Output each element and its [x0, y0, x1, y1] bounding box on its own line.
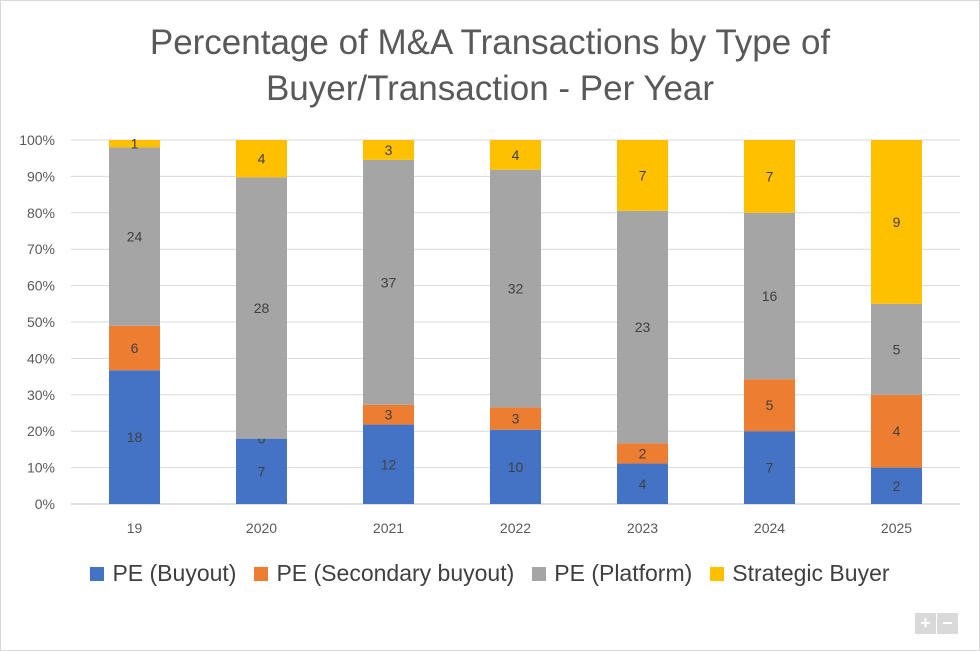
bar-segment: [744, 431, 795, 504]
bar-segment: [490, 407, 541, 430]
bar-segment: [490, 140, 541, 170]
bar-segment: [109, 140, 160, 148]
data-label: 4: [512, 147, 520, 163]
data-label: 10: [508, 459, 524, 475]
data-label: 28: [254, 300, 270, 316]
y-tick-label: 50%: [27, 314, 55, 330]
data-label: 2: [893, 478, 901, 494]
bar-segment: [236, 438, 287, 504]
chart-legend: PE (Buyout) PE (Secondary buyout) PE (Plat…: [0, 560, 980, 587]
bar-segment: [744, 212, 795, 380]
legend-label: PE (Platform): [554, 560, 693, 586]
bar-segment: [109, 147, 160, 326]
data-label: 23: [635, 319, 651, 335]
bar-segment: [109, 370, 160, 504]
data-label: 37: [381, 274, 397, 290]
bar-segment: [109, 325, 160, 371]
zoom-in-button[interactable]: +: [915, 613, 936, 634]
x-tick-label: 2020: [246, 520, 277, 536]
x-tick-label: 2025: [881, 520, 912, 536]
data-label: 5: [766, 397, 774, 413]
data-label: 16: [762, 288, 778, 304]
legend-label: Strategic Buyer: [732, 560, 890, 586]
bar-segment: [363, 159, 414, 405]
y-tick-label: 0%: [35, 496, 55, 512]
bar-segment: [363, 404, 414, 425]
chart-title-line-2: Buyer/Transaction - Per Year: [265, 69, 715, 108]
data-label: 7: [258, 463, 266, 479]
x-tick-label: 2024: [754, 520, 785, 536]
legend-item: Strategic Buyer: [710, 560, 890, 587]
bar-segment: [871, 140, 922, 304]
y-tick-label: 80%: [27, 205, 55, 221]
y-tick-label: 40%: [27, 350, 55, 366]
bar-segment: [363, 140, 414, 160]
data-label: 4: [639, 476, 647, 492]
data-label: 9: [893, 214, 901, 230]
bar-segment: [871, 303, 922, 395]
bar-segment: [236, 140, 287, 178]
data-label: 1: [131, 136, 139, 152]
legend-swatch: [90, 566, 105, 581]
legend-swatch: [254, 566, 269, 581]
bar-segment: [871, 394, 922, 468]
data-label: 32: [508, 281, 524, 297]
bar-segment: [871, 467, 922, 504]
bar-segment: [363, 424, 414, 504]
y-tick-label: 10%: [27, 460, 55, 476]
data-label: 7: [639, 167, 647, 183]
legend-label: PE (Secondary buyout): [276, 560, 515, 586]
data-label: 3: [512, 411, 520, 427]
y-tick-label: 20%: [27, 423, 55, 439]
legend-item: PE (Platform): [532, 560, 692, 587]
legend-item: PE (Secondary buyout): [254, 560, 514, 587]
legend-label: PE (Buyout): [112, 560, 237, 586]
x-tick-label: 2023: [627, 520, 658, 536]
bar-segment: [617, 463, 668, 504]
legend-swatch: [710, 566, 725, 581]
data-label: 6: [131, 340, 139, 356]
data-label: 2: [639, 445, 647, 461]
bar-segment: [617, 443, 668, 464]
y-tick-label: 70%: [27, 241, 55, 257]
data-label: 4: [893, 423, 901, 439]
bar-segment: [236, 177, 287, 439]
x-tick-label: 2021: [373, 520, 404, 536]
bar-segment: [744, 140, 795, 213]
data-label: 12: [381, 456, 397, 472]
data-label: 3: [385, 142, 393, 158]
chart-title: Percentage of M&A Transactions by Type o…: [0, 20, 980, 112]
data-label: 5: [893, 341, 901, 357]
y-tick-label: 60%: [27, 278, 55, 294]
bar-segment: [744, 379, 795, 432]
data-label: 3: [385, 407, 393, 423]
y-tick-label: 30%: [27, 387, 55, 403]
bar-segment: [617, 140, 668, 211]
legend-item: PE (Buyout): [90, 560, 236, 587]
x-tick-label: 2022: [500, 520, 531, 536]
data-label: 4: [258, 151, 266, 167]
bar-segment: [490, 169, 541, 408]
x-tick-label: 19: [127, 520, 143, 536]
data-label: 7: [766, 460, 774, 476]
data-label: 24: [127, 229, 143, 245]
data-label: 18: [127, 429, 143, 445]
y-tick-label: 100%: [19, 132, 55, 148]
zoom-controls: + −: [915, 613, 958, 634]
legend-swatch: [532, 566, 547, 581]
chart-title-line-1: Percentage of M&A Transactions by Type o…: [149, 23, 831, 62]
data-label: 7: [766, 168, 774, 184]
zoom-out-button[interactable]: −: [936, 613, 958, 634]
bar-segment: [617, 210, 668, 444]
y-tick-label: 90%: [27, 168, 55, 184]
bar-segment: [490, 429, 541, 504]
